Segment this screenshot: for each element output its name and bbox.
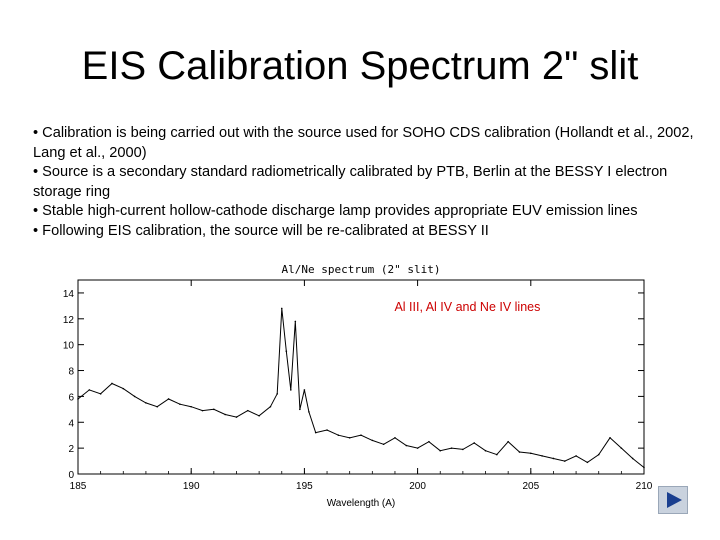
next-slide-button[interactable] xyxy=(658,486,688,514)
data-point xyxy=(337,434,340,436)
data-point xyxy=(294,320,297,323)
plot-frame xyxy=(77,279,645,475)
y-tick-label: 6 xyxy=(68,392,74,403)
data-point xyxy=(145,402,147,404)
data-point xyxy=(575,455,577,457)
data-point xyxy=(308,411,310,413)
data-point xyxy=(290,389,292,391)
data-point xyxy=(224,413,226,416)
data-point xyxy=(530,452,532,455)
data-point xyxy=(620,447,623,449)
slide-title: EIS Calibration Spectrum 2" slit xyxy=(81,44,639,88)
data-point xyxy=(258,415,260,417)
data-point xyxy=(156,405,159,408)
data-point xyxy=(133,395,136,398)
data-point xyxy=(518,451,521,453)
bullet-item: • Source is a secondary standard radiome… xyxy=(33,164,668,200)
data-point xyxy=(235,416,238,418)
bullet-item: • Calibration is being carried out with … xyxy=(33,125,694,161)
y-tick-label: 8 xyxy=(68,367,74,378)
y-tick-label: 0 xyxy=(68,470,74,481)
data-point xyxy=(269,405,272,408)
data-point xyxy=(280,307,283,310)
y-tick-label: 14 xyxy=(63,289,75,300)
bullet-item: • Following EIS calibration, the source … xyxy=(33,222,489,239)
data-point xyxy=(314,431,317,434)
data-point xyxy=(405,444,408,447)
y-tick-label: 4 xyxy=(68,418,74,429)
data-point xyxy=(428,440,430,443)
data-point xyxy=(77,398,79,400)
data-point xyxy=(643,466,645,469)
y-tick-label: 10 xyxy=(63,341,75,352)
data-point xyxy=(382,443,385,446)
spectrum-chart: Al/Ne spectrum (2" slit) 0 2 4 6 8 10 12 14 185 19… xyxy=(63,263,653,509)
bullet-item: • Stable high-current hollow-cathode dis… xyxy=(33,203,638,219)
data-point xyxy=(247,409,249,412)
data-point xyxy=(371,439,374,442)
data-point xyxy=(360,434,362,436)
x-axis-label: Wavelength (A) xyxy=(327,498,396,509)
chart-annotation: Al III, Al IV and Ne IV lines xyxy=(394,300,540,314)
bullet-list: • Calibration is being carried out with … xyxy=(33,124,703,241)
data-point xyxy=(484,449,487,452)
data-point xyxy=(111,382,113,385)
data-point xyxy=(190,405,192,408)
data-point xyxy=(88,389,91,391)
data-point xyxy=(609,436,611,439)
data-point xyxy=(416,447,419,449)
data-point xyxy=(285,350,288,352)
data-point xyxy=(563,460,566,462)
x-tick-label: 210 xyxy=(636,481,653,492)
x-tick-label: 205 xyxy=(522,481,539,492)
y-tick-label: 2 xyxy=(68,444,74,455)
data-point xyxy=(496,453,498,456)
data-point xyxy=(179,403,181,405)
data-point xyxy=(541,455,543,457)
data-point xyxy=(462,448,464,451)
series-line xyxy=(77,308,645,468)
play-triangle-icon xyxy=(667,492,682,508)
data-point xyxy=(299,408,301,411)
data-point xyxy=(394,436,396,439)
data-point xyxy=(276,393,279,395)
data-point xyxy=(99,393,102,395)
x-tick-label: 185 xyxy=(70,481,87,492)
chart-title: Al/Ne spectrum (2" slit) xyxy=(282,263,441,276)
x-tick-label: 200 xyxy=(409,481,426,492)
data-point xyxy=(586,461,589,464)
data-point xyxy=(326,429,328,431)
data-point xyxy=(201,409,204,412)
data-point xyxy=(450,447,453,449)
x-tick-label: 195 xyxy=(296,481,313,492)
data-point xyxy=(122,387,125,390)
data-point xyxy=(473,442,476,444)
data-point xyxy=(552,457,555,460)
data-point xyxy=(167,398,170,400)
y-tick-label: 12 xyxy=(63,315,75,326)
data-point xyxy=(303,389,306,391)
data-point xyxy=(348,436,351,439)
data-point xyxy=(507,440,509,443)
data-point xyxy=(213,408,215,411)
data-point xyxy=(439,449,442,452)
data-point xyxy=(597,453,600,456)
x-tick-label: 190 xyxy=(183,481,200,492)
data-point xyxy=(631,457,634,460)
